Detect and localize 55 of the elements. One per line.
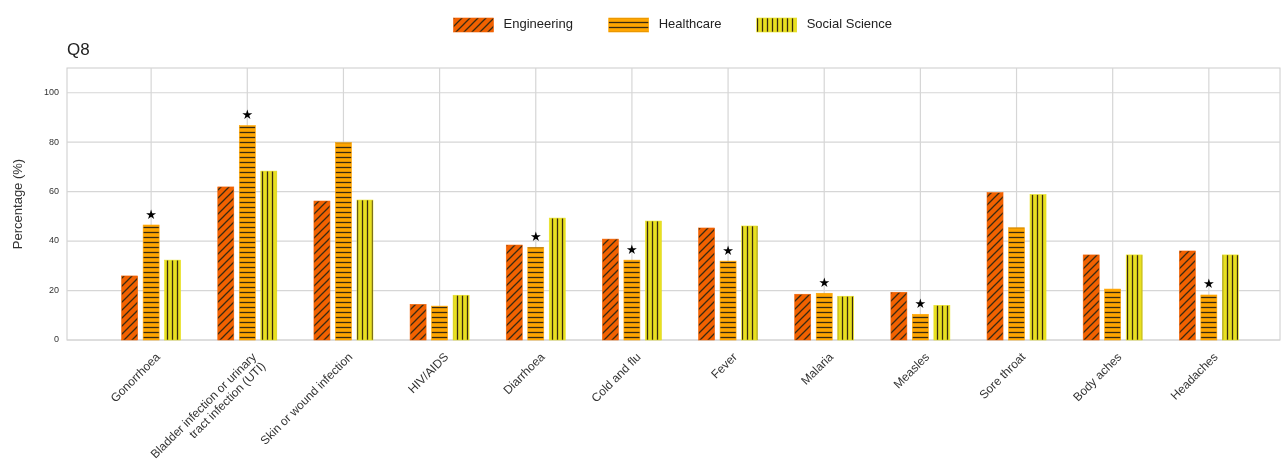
annotation: ★ [818,274,831,290]
bar [164,259,181,341]
bar [837,295,855,341]
bar [217,186,235,341]
bar [698,227,715,341]
bar [452,294,470,341]
bar [602,238,619,341]
bar [890,291,908,341]
bar [335,142,352,341]
bar [1179,250,1196,341]
bar [933,305,951,341]
bar [121,275,138,341]
bar [986,192,1004,341]
legend-label: Healthcare [658,16,722,32]
bar [260,170,278,341]
bar [1082,254,1100,341]
bar [741,225,758,341]
y-tick-label: 20 [48,284,59,295]
bar [356,199,374,341]
bar [1104,288,1121,341]
bar [1200,294,1218,341]
annotation: ★ [241,107,254,123]
annotation: ★ [1203,276,1215,292]
chart-title: Q8 [67,40,90,59]
bar [912,313,929,341]
bar [1029,194,1047,341]
annotation: ★ [722,242,734,258]
bar [719,260,737,341]
bar [794,293,812,341]
bar [1222,254,1239,341]
bar [1125,254,1143,341]
y-tick-label: 60 [48,186,59,197]
bar [409,304,427,341]
annotation: ★ [145,206,157,222]
bar [313,200,331,341]
y-axis-title: Percentage (%) [10,158,25,250]
y-tick-label: 80 [48,136,59,147]
bar [1008,227,1025,341]
bar [142,224,160,341]
bar [548,217,566,341]
y-tick-label: 0 [53,334,59,345]
bar [431,305,448,341]
bar [527,246,545,341]
legend-label: Social Science [806,16,892,32]
y-tick-label: 100 [43,87,59,98]
bar [505,244,523,341]
bar [815,292,833,341]
legend-label: Engineering [503,16,573,32]
bar [238,125,256,341]
y-tick-label: 40 [48,235,59,246]
annotation: ★ [626,241,638,257]
bar [645,220,662,341]
annotation: ★ [529,228,542,244]
annotation: ★ [914,295,927,311]
bar [623,259,641,341]
